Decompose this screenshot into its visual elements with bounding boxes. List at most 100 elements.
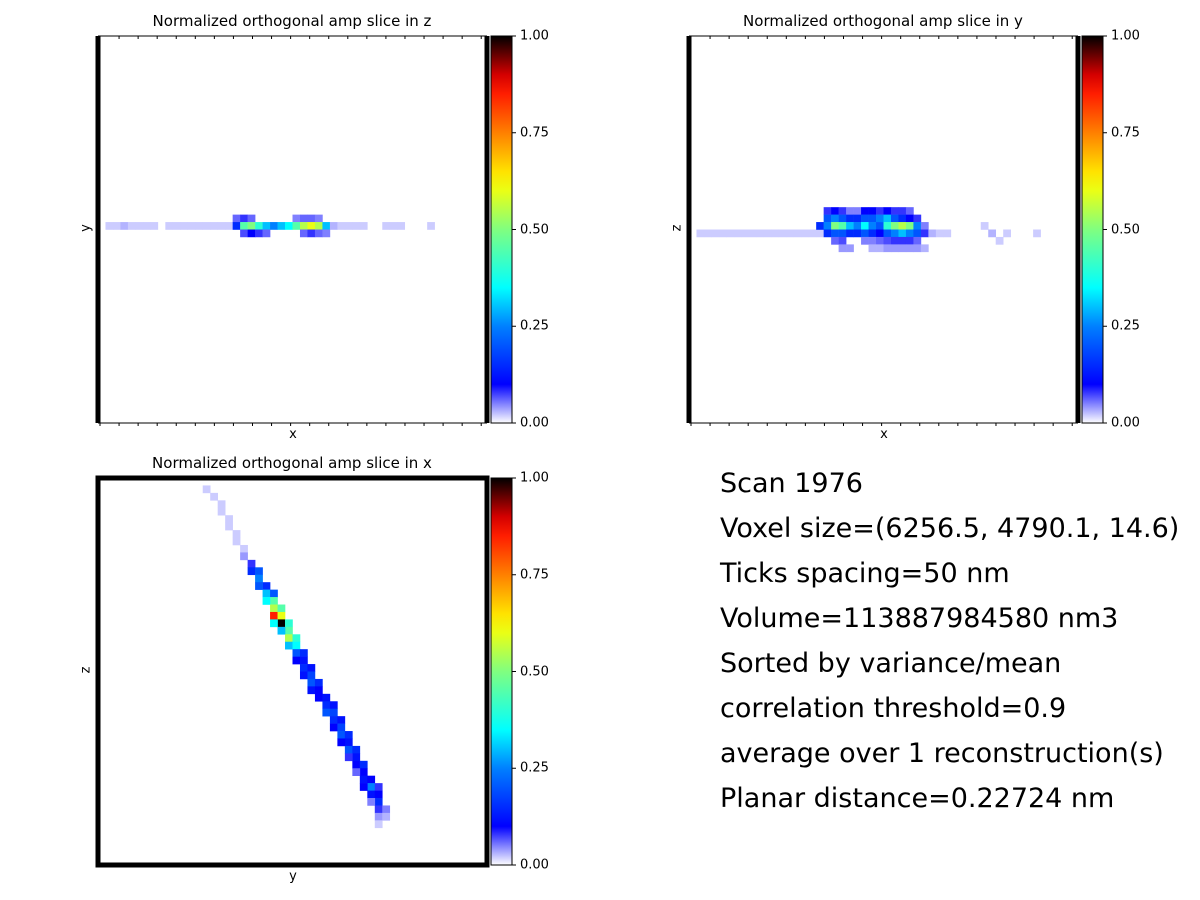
heatmap-cell	[217, 507, 226, 516]
heatmap-cell	[255, 567, 263, 576]
heatmap-cell	[270, 222, 278, 230]
heatmap-cell	[329, 723, 338, 732]
heatmap-cell	[823, 207, 832, 215]
heatmap-cell	[352, 753, 361, 762]
heatmap-cell	[232, 222, 241, 230]
heatmap-cell	[135, 222, 144, 230]
heatmap-cell	[988, 229, 997, 238]
heatmap-cell	[763, 229, 772, 238]
x-axis-label: x	[880, 427, 888, 442]
heatmap-cell	[741, 229, 750, 238]
heatmap-cell	[314, 222, 323, 230]
heatmap-cell	[322, 693, 331, 702]
heatmap-cell	[352, 760, 361, 769]
heatmap-cell	[898, 214, 907, 223]
heatmap-cell	[868, 214, 877, 223]
info-volume: Volume=113887984580 nm3	[720, 603, 1119, 634]
heatmap-cell	[262, 222, 271, 230]
heatmap-cell	[247, 214, 256, 223]
heatmap-cell	[322, 229, 331, 238]
heatmap-cell	[232, 537, 241, 546]
heatmap-cell	[367, 783, 376, 791]
heatmap-cell	[314, 229, 323, 238]
heatmap-cell	[299, 222, 308, 230]
colorbar-tick-label: 1.00	[520, 28, 549, 44]
heatmap-cell	[277, 626, 286, 635]
heatmap-cell	[890, 229, 899, 238]
heatmap-cell	[367, 798, 376, 806]
heatmap-cell	[846, 244, 854, 253]
heatmap-cell	[883, 229, 892, 238]
heatmap-cell	[876, 222, 884, 230]
heatmap-cell	[299, 649, 308, 657]
heatmap-cell	[733, 229, 742, 238]
heatmap-cell	[142, 222, 151, 230]
heatmap-cell	[270, 611, 278, 620]
info-correlation-threshold: correlation threshold=0.9	[720, 693, 1067, 724]
panel-title: Normalized orthogonal amp slice in x	[152, 454, 432, 472]
y-axis-label: z	[78, 666, 94, 674]
heatmap-cell	[314, 214, 323, 223]
heatmap-cell	[299, 214, 308, 223]
heatmap-cell	[374, 805, 383, 814]
heatmap-cell	[285, 222, 293, 230]
heatmap-cell	[846, 222, 854, 230]
info-sorted-by: Sorted by variance/mean	[720, 648, 1062, 679]
heatmap-cell	[831, 236, 839, 245]
heatmap-cell	[786, 229, 795, 238]
heatmap-cell	[292, 649, 301, 657]
heatmap-cell	[307, 664, 316, 672]
heatmap-cell	[838, 229, 847, 238]
heatmap-cell	[890, 244, 899, 253]
heatmap-cell	[823, 222, 832, 230]
heatmap-cell	[905, 214, 914, 223]
colorbar-tick-label: 1.00	[520, 470, 549, 486]
x-axis-label: y	[289, 869, 297, 884]
heatmap-cell	[853, 207, 862, 215]
heatmap-cell	[344, 753, 353, 762]
heatmap-cell	[307, 678, 316, 687]
heatmap-cell	[861, 236, 869, 245]
heatmap-cell	[838, 214, 847, 223]
heatmap-cell	[771, 229, 780, 238]
heatmap-cell	[846, 214, 854, 223]
info-average: average over 1 reconstruction(s)	[720, 738, 1164, 769]
heatmap-cell	[382, 805, 391, 814]
heatmap-cell	[890, 214, 899, 223]
heatmap-cell	[913, 229, 922, 238]
heatmap-cell	[112, 222, 121, 230]
heatmap-cell	[816, 229, 824, 238]
heatmap-cell	[853, 229, 862, 238]
heatmap-cell	[255, 229, 263, 238]
heatmap-cell	[905, 207, 914, 215]
colorbar-tick-label: 0.50	[520, 664, 549, 679]
heatmap-cell	[127, 222, 136, 230]
heatmap-cell	[150, 222, 159, 230]
heatmap-cell	[240, 229, 248, 238]
heatmap-cell	[329, 708, 338, 717]
heatmap-cell	[853, 222, 862, 230]
heatmap-cell	[359, 222, 368, 230]
heatmap-cell	[861, 207, 869, 215]
heatmap-cell	[816, 222, 824, 230]
heatmap-cell	[299, 664, 308, 672]
heatmap-cell	[307, 229, 316, 238]
heatmap-slice-y	[686, 35, 1107, 426]
heatmap-slice-z	[95, 35, 516, 426]
heatmap-cell	[329, 716, 338, 724]
colorbar-tick-label: 0.25	[520, 318, 549, 334]
heatmap-cell	[1003, 229, 1011, 238]
heatmap-cell	[217, 500, 226, 509]
colorbar-tick-label: 0.00	[520, 415, 549, 431]
heatmap-cell	[255, 582, 263, 590]
heatmap-cell	[232, 214, 241, 223]
heatmap-cell	[299, 229, 308, 238]
colorbar-tick-label: 0.00	[520, 857, 549, 873]
colorbar-tick-label: 0.25	[520, 760, 549, 776]
heatmap-cell	[427, 222, 435, 230]
heatmap-cell	[920, 244, 929, 253]
heatmap-cell	[778, 229, 787, 238]
heatmap-cell	[861, 222, 869, 230]
heatmap-cell	[352, 745, 361, 754]
heatmap-cell	[868, 236, 877, 245]
